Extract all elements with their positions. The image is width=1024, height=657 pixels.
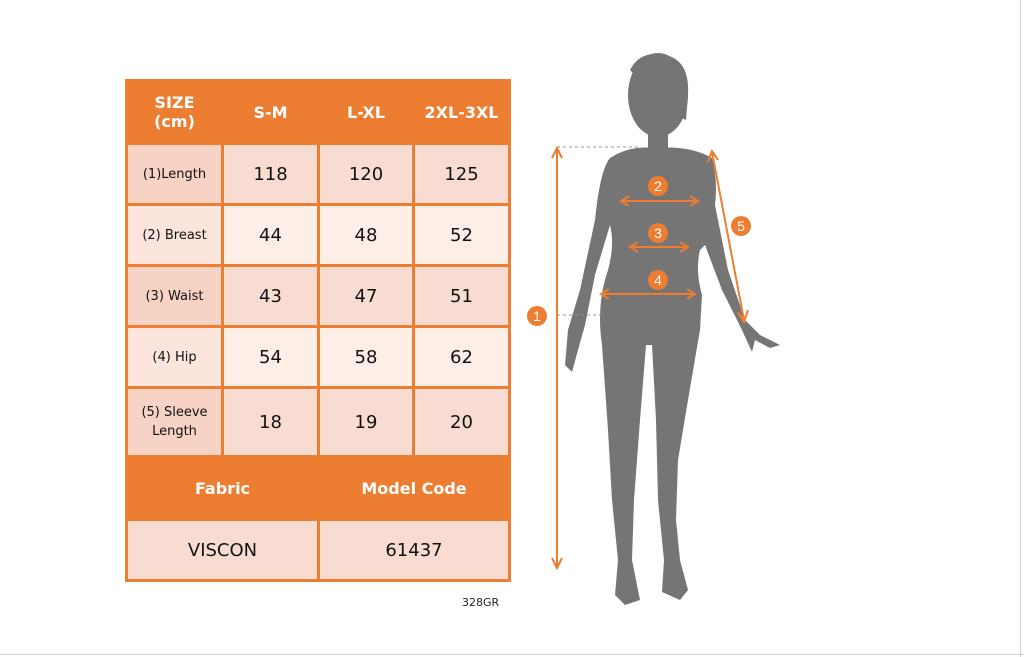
table-row-breast: (2) Breast 44 48 52: [125, 203, 511, 267]
svg-text:5: 5: [737, 218, 745, 234]
cell-value: 19: [317, 386, 415, 458]
cell-value: 58: [317, 325, 415, 389]
header-size-line1: SIZE: [154, 93, 195, 112]
header-l-xl: L-XL: [317, 79, 415, 145]
cell-value: 43: [221, 264, 320, 328]
model-code-value: 61437: [317, 518, 511, 582]
measurement-arrows: [551, 145, 749, 571]
header-fabric: Fabric: [125, 455, 320, 521]
footer-header-row: Fabric Model Code: [125, 455, 511, 521]
svg-text:4: 4: [654, 272, 662, 288]
svg-text:2: 2: [654, 178, 662, 194]
sleeve-arrow: [711, 151, 745, 321]
table-row-waist: (3) Waist 43 47 51: [125, 264, 511, 328]
cell-value: 48: [317, 203, 415, 267]
row-label: (5) Sleeve Length: [125, 386, 224, 458]
product-code: 328GR: [462, 596, 500, 609]
cell-value: 120: [317, 142, 415, 206]
cell-value: 118: [221, 142, 320, 206]
table-row-sleeve-length: (5) Sleeve Length 18 19 20: [125, 386, 511, 458]
cell-value: 44: [221, 203, 320, 267]
table-row-hip: (4) Hip 54 58 62: [125, 325, 511, 389]
marker-1: 1: [527, 306, 547, 326]
cell-value: 125: [412, 142, 511, 206]
woman-silhouette: [565, 53, 780, 605]
cell-value: 18: [221, 386, 320, 458]
svg-text:3: 3: [654, 225, 662, 241]
row-label: (1)Length: [125, 142, 224, 206]
marker-3: 3: [648, 223, 668, 243]
header-s-m: S-M: [221, 79, 320, 145]
header-size: SIZE (cm): [125, 79, 224, 145]
cell-value: 47: [317, 264, 415, 328]
table-row-length: (1)Length 118 120 125: [125, 142, 511, 206]
row-label: (2) Breast: [125, 203, 224, 267]
row-label: (4) Hip: [125, 325, 224, 389]
footer-value-row: VISCON 61437: [125, 518, 511, 582]
header-2xl-3xl: 2XL-3XL: [412, 79, 511, 145]
row-label: (3) Waist: [125, 264, 224, 328]
marker-2: 2: [648, 176, 668, 196]
cell-value: 51: [412, 264, 511, 328]
guide-lines: [557, 146, 640, 316]
cell-value: 54: [221, 325, 320, 389]
size-chart-table: SIZE (cm) S-M L-XL 2XL-3XL (1)Length 118 …: [125, 79, 511, 582]
header-model-code: Model Code: [317, 455, 511, 521]
cell-value: 62: [412, 325, 511, 389]
frame-border-bottom: [0, 654, 1024, 655]
marker-5: 5: [731, 216, 751, 236]
cell-value: 52: [412, 203, 511, 267]
frame-border-right: [1020, 0, 1021, 657]
fabric-value: VISCON: [125, 518, 320, 582]
body-measurement-figure: 1 2 3 4 5: [527, 53, 780, 605]
header-row: SIZE (cm) S-M L-XL 2XL-3XL: [125, 79, 511, 145]
svg-text:1: 1: [533, 308, 541, 324]
header-size-line2: (cm): [154, 112, 195, 131]
cell-value: 20: [412, 386, 511, 458]
marker-4: 4: [648, 270, 668, 290]
